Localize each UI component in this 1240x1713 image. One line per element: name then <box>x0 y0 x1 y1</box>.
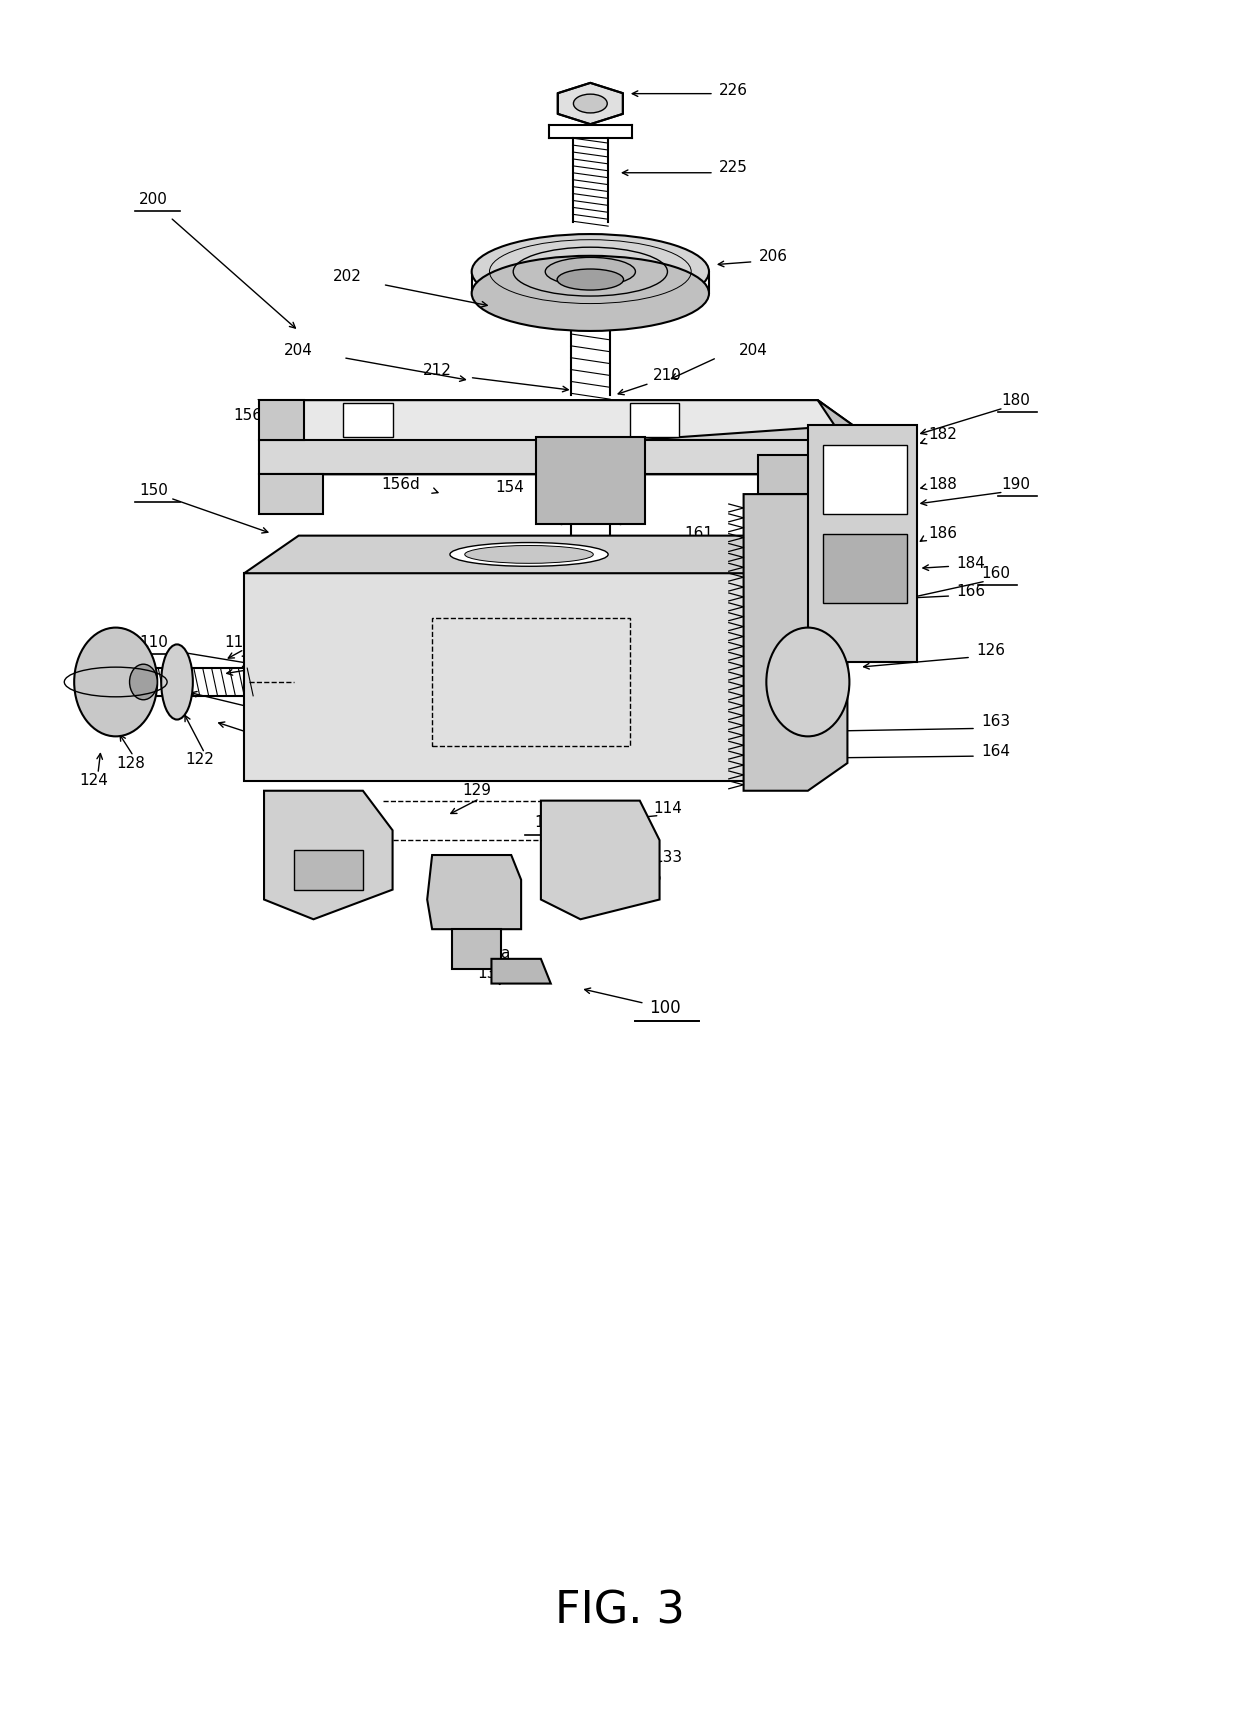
Text: 212: 212 <box>423 363 451 379</box>
Text: 204: 204 <box>739 343 768 358</box>
Bar <box>432 618 630 747</box>
Text: 122: 122 <box>185 752 215 767</box>
Polygon shape <box>259 475 324 514</box>
Text: 156d: 156d <box>381 476 420 492</box>
Text: 117: 117 <box>534 815 563 829</box>
Text: 156b: 156b <box>413 406 451 420</box>
Polygon shape <box>244 574 759 781</box>
Text: 163: 163 <box>981 714 1011 730</box>
Ellipse shape <box>129 665 157 701</box>
Text: 151: 151 <box>356 406 386 420</box>
Ellipse shape <box>573 94 608 113</box>
Polygon shape <box>630 403 680 437</box>
Text: 129: 129 <box>463 783 491 798</box>
Text: 206: 206 <box>759 250 787 264</box>
Polygon shape <box>343 403 393 437</box>
Polygon shape <box>294 850 363 889</box>
Text: 125: 125 <box>455 642 484 658</box>
Ellipse shape <box>546 257 635 286</box>
Ellipse shape <box>161 644 193 719</box>
Text: 124: 124 <box>79 773 108 788</box>
Polygon shape <box>558 82 622 125</box>
Text: 210a: 210a <box>408 576 446 591</box>
Text: 118: 118 <box>259 733 289 749</box>
Polygon shape <box>259 401 867 475</box>
Text: 180: 180 <box>1001 392 1030 408</box>
Ellipse shape <box>766 627 849 737</box>
Text: FIG. 3: FIG. 3 <box>556 1590 684 1632</box>
Text: 161: 161 <box>684 526 713 541</box>
Text: 204: 204 <box>284 343 312 358</box>
Text: 166: 166 <box>956 584 986 598</box>
Polygon shape <box>491 959 551 983</box>
Text: 131: 131 <box>487 615 516 630</box>
Text: 100: 100 <box>649 999 681 1018</box>
Text: 128: 128 <box>117 755 145 771</box>
Text: 154: 154 <box>495 480 523 495</box>
Polygon shape <box>744 466 847 791</box>
Text: 200: 200 <box>139 192 167 207</box>
Polygon shape <box>822 445 906 514</box>
Text: 114: 114 <box>653 802 682 815</box>
Text: 156c: 156c <box>641 406 678 420</box>
Text: 126: 126 <box>976 642 1004 658</box>
Polygon shape <box>759 454 867 493</box>
Text: 111: 111 <box>339 576 367 591</box>
Text: 150: 150 <box>139 483 167 498</box>
Text: 123: 123 <box>259 709 289 725</box>
Polygon shape <box>264 791 393 920</box>
Text: 130: 130 <box>319 596 347 610</box>
Polygon shape <box>817 401 867 498</box>
Text: 133: 133 <box>653 850 682 865</box>
Text: 190: 190 <box>1001 476 1030 492</box>
Polygon shape <box>244 536 812 574</box>
Text: 184: 184 <box>956 555 985 570</box>
Text: 188: 188 <box>929 476 957 492</box>
Polygon shape <box>451 928 501 970</box>
Text: 110: 110 <box>139 636 167 649</box>
Text: 115: 115 <box>634 870 662 886</box>
Text: 158: 158 <box>419 413 449 428</box>
Ellipse shape <box>450 543 608 567</box>
Text: 160: 160 <box>981 565 1011 581</box>
Polygon shape <box>259 401 852 464</box>
Text: 202: 202 <box>334 269 362 284</box>
Polygon shape <box>428 855 521 928</box>
Text: 112: 112 <box>653 574 682 589</box>
Text: 156a: 156a <box>233 408 272 423</box>
Ellipse shape <box>557 269 624 289</box>
Text: 116a: 116a <box>472 946 511 961</box>
Text: 162: 162 <box>684 552 713 565</box>
Polygon shape <box>259 440 817 475</box>
Text: 135: 135 <box>477 966 506 982</box>
Text: 210: 210 <box>653 368 682 384</box>
Polygon shape <box>536 437 645 524</box>
Text: 186: 186 <box>929 526 957 541</box>
Text: 134: 134 <box>556 654 585 670</box>
Text: 226: 226 <box>719 84 748 98</box>
Polygon shape <box>759 536 812 781</box>
Ellipse shape <box>465 545 593 564</box>
Text: 120: 120 <box>239 654 269 670</box>
Polygon shape <box>541 800 660 920</box>
Ellipse shape <box>471 255 709 331</box>
Text: 153: 153 <box>288 495 316 509</box>
Text: 119: 119 <box>224 636 254 649</box>
Ellipse shape <box>471 235 709 310</box>
Ellipse shape <box>74 627 157 737</box>
Polygon shape <box>259 401 304 440</box>
Text: 164: 164 <box>981 743 1009 759</box>
Text: 182: 182 <box>929 427 957 442</box>
Text: 225: 225 <box>719 161 748 175</box>
Polygon shape <box>808 425 916 663</box>
Polygon shape <box>822 534 906 603</box>
Text: 212a: 212a <box>408 555 446 570</box>
